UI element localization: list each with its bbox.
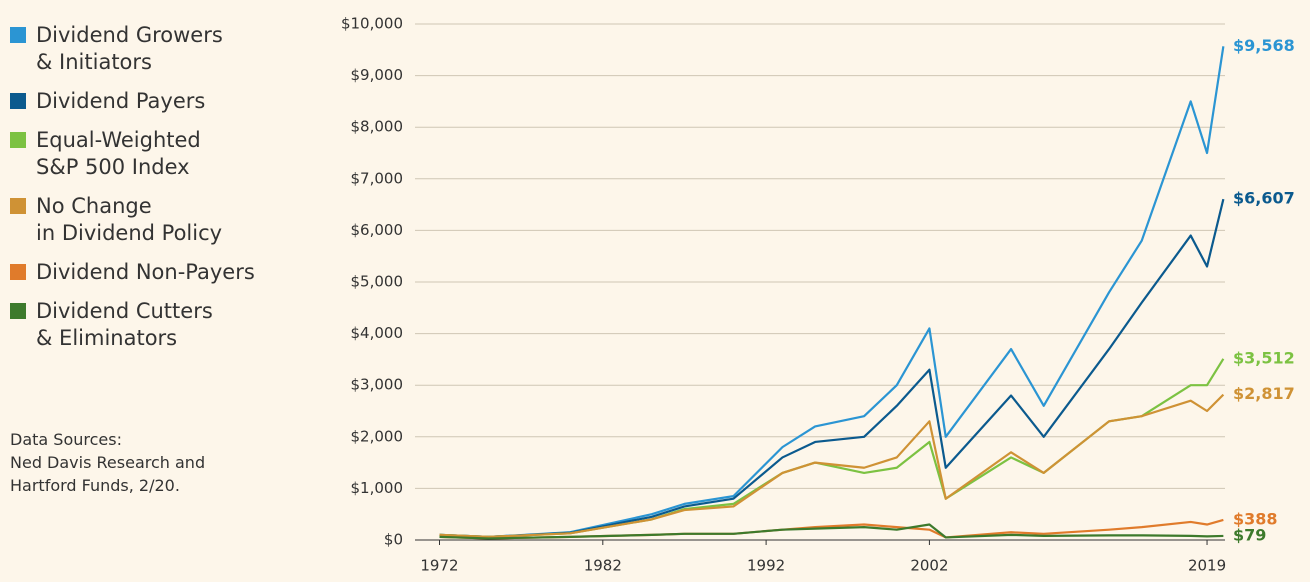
legend-item: Dividend Payers	[10, 88, 300, 115]
legend: Dividend Growers & Initiators Dividend Pa…	[10, 22, 300, 352]
legend-item: Equal-Weighted S&P 500 Index	[10, 127, 300, 181]
series-line	[439, 523, 1224, 540]
x-tick-label: 1982	[584, 557, 622, 575]
legend-label: Dividend Cutters & Eliminators	[36, 299, 213, 350]
legend-swatch	[10, 264, 26, 280]
x-tick-label: 2002	[910, 557, 948, 575]
legend-swatch	[10, 303, 26, 319]
legend-item: Dividend Growers & Initiators	[10, 22, 300, 76]
legend-swatch	[10, 198, 26, 214]
x-tick-label: 1992	[747, 557, 785, 575]
y-tick-label: $0	[384, 531, 403, 549]
x-tick-label: 2019	[1188, 557, 1226, 575]
end-value-label: $79	[1233, 525, 1266, 544]
legend-label: No Change in Dividend Policy	[36, 194, 223, 245]
y-tick-label: $10,000	[341, 15, 403, 33]
x-tick-label: 1972	[420, 557, 458, 575]
legend-item: No Change in Dividend Policy	[10, 193, 300, 247]
source-note: Data Sources: Ned Davis Research and Har…	[10, 430, 206, 495]
y-tick-label: $3,000	[351, 376, 404, 394]
y-tick-label: $1,000	[351, 479, 404, 497]
series-line	[439, 198, 1225, 539]
legend-item: Dividend Non-Payers	[10, 259, 300, 286]
y-tick-label: $7,000	[351, 169, 404, 187]
legend-swatch	[10, 132, 26, 148]
y-tick-label: $8,000	[351, 118, 404, 136]
legend-item: Dividend Cutters & Eliminators	[10, 298, 300, 352]
legend-label: Dividend Non-Payers	[36, 260, 255, 284]
legend-label: Equal-Weighted S&P 500 Index	[36, 128, 201, 179]
y-tick-label: $5,000	[351, 273, 404, 291]
legend-swatch	[10, 27, 26, 43]
end-value-label: $3,512	[1233, 348, 1295, 367]
y-tick-label: $2,000	[351, 427, 404, 445]
end-value-label: $388	[1233, 509, 1278, 528]
legend-label: Dividend Growers & Initiators	[36, 23, 223, 74]
legend-label: Dividend Payers	[36, 89, 206, 113]
end-value-label: $6,607	[1233, 189, 1295, 208]
legend-swatch	[10, 93, 26, 109]
y-tick-label: $6,000	[351, 221, 404, 239]
series-line	[439, 46, 1225, 539]
end-value-label: $9,568	[1233, 36, 1295, 55]
y-tick-label: $4,000	[351, 324, 404, 342]
end-value-label: $2,817	[1233, 384, 1295, 403]
y-tick-label: $9,000	[351, 66, 404, 84]
series-line	[439, 393, 1225, 539]
